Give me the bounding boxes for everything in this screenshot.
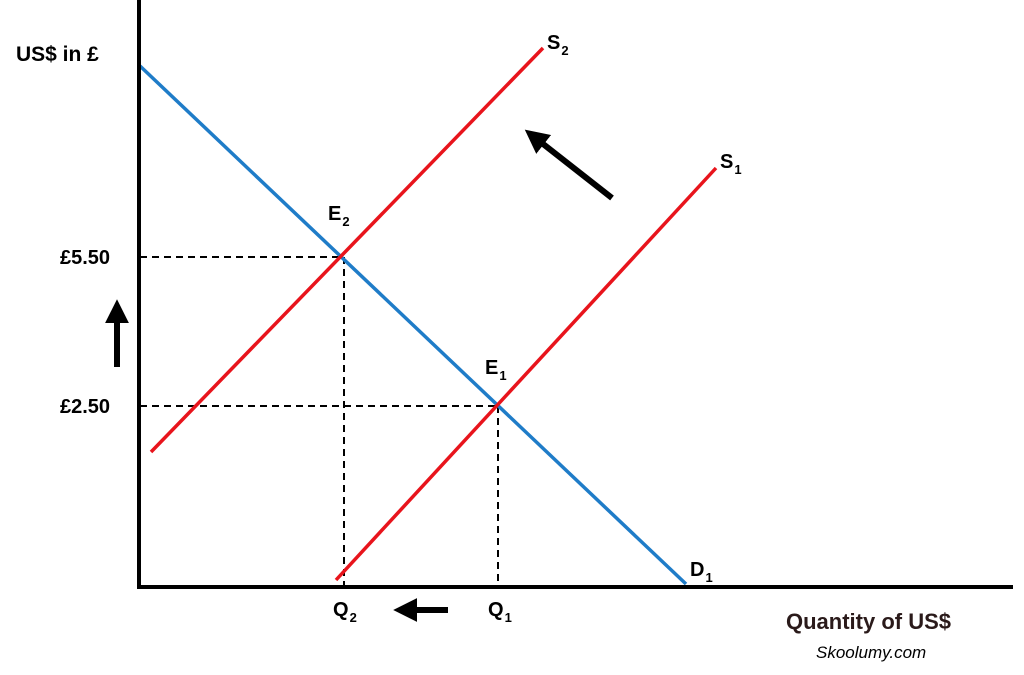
equilibrium-label-e1: E1 [485,357,507,383]
supply-curve-s2 [149,46,545,454]
demand-curve-d1 [138,64,688,586]
curve-label-s1: S1 [720,151,742,177]
supply-curve-s1 [334,166,718,582]
curve-label-d1: D1 [690,559,713,585]
quantity-tick-q1: Q1 [488,599,512,625]
source-credit: Skoolumy.com [816,643,927,662]
x-axis-label: Quantity of US$ [786,609,952,634]
price-tick-high: £5.50 [60,247,111,269]
price-tick-low: £2.50 [60,396,111,418]
y-axis-label: US$ in £ [16,43,99,66]
quantity-tick-q2: Q2 [333,599,357,625]
arrow-up-left-icon [524,129,614,201]
curve-label-s2: S2 [547,32,569,58]
equilibrium-label-e2: E2 [328,203,350,229]
